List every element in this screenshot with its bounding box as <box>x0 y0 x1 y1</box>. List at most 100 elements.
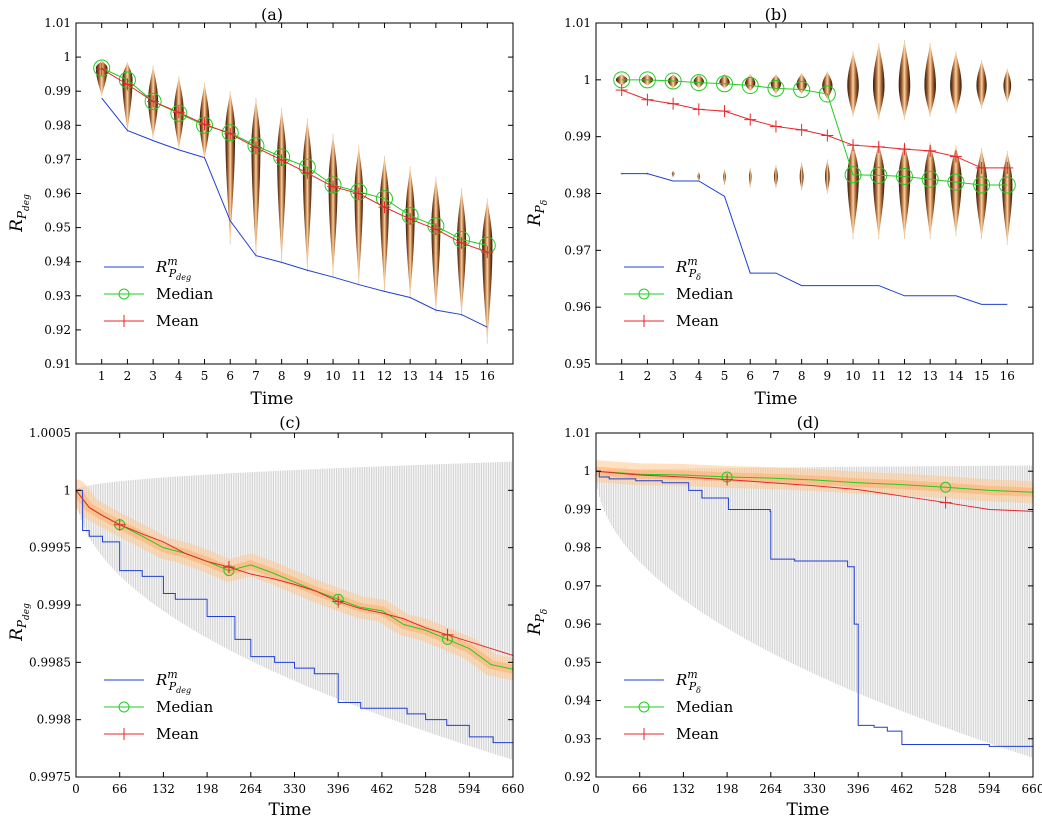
y-tick-label: 0.95 <box>564 655 591 669</box>
legend-label-mean: Mean <box>676 312 719 330</box>
series-median-point <box>144 92 162 110</box>
series-median-line <box>101 67 488 246</box>
series-mean-line <box>621 89 1008 169</box>
y-tick-label: 1 <box>583 73 591 87</box>
violin <box>302 118 312 272</box>
plot-area <box>76 461 513 760</box>
x-tick-label: 11 <box>871 369 886 383</box>
violin-low <box>697 171 701 181</box>
x-tick-label: 396 <box>327 782 350 796</box>
series-mean-line <box>76 490 513 656</box>
x-tick-label: 7 <box>772 369 780 383</box>
series-median-point <box>921 170 939 188</box>
violin <box>277 108 287 264</box>
series-median-point <box>767 79 785 97</box>
x-tick-label: 528 <box>414 782 437 796</box>
panel-c-plot: 0.9975 0.998 0.9985 0.999 0.9995 1 1.0005 0 66 13… <box>29 426 524 796</box>
series-mean-line <box>596 470 1033 512</box>
y-tick-label: 0.96 <box>44 187 71 201</box>
panel-b-xlabel: Time <box>755 389 798 409</box>
plot-area <box>596 460 1033 758</box>
x-tick-label: 1 <box>98 369 106 383</box>
panel-c-label: (c) <box>279 413 300 432</box>
x-tick-label: 8 <box>798 369 806 383</box>
x-tick-label: 66 <box>112 782 127 796</box>
x-tick-label: 13 <box>403 369 418 383</box>
panel-a-xlabel: Time <box>251 389 294 409</box>
y-tick-label: 0.95 <box>564 357 591 371</box>
x-tick-label: 0 <box>592 782 600 796</box>
violin <box>693 74 704 89</box>
legend-label-mean: Mean <box>156 312 199 330</box>
violin <box>770 74 782 95</box>
series-rm-line <box>596 470 1033 749</box>
violin-low <box>723 169 726 185</box>
x-tick-label: 1 <box>618 369 626 383</box>
x-tick-label: 9 <box>824 369 832 383</box>
violin-low <box>924 142 936 239</box>
range-band <box>77 461 513 760</box>
x-tick-label: 6 <box>226 369 234 383</box>
legend-label-rm: Rm Pdeg <box>155 668 191 695</box>
x-tick-label: 132 <box>672 782 695 796</box>
panel-a-legend: Rm Pdeg Median Mean <box>104 255 214 330</box>
y-tick-label: 0.93 <box>44 289 71 303</box>
violin-low <box>671 170 675 178</box>
legend-label-median: Median <box>676 285 734 303</box>
x-tick-label: 5 <box>721 369 729 383</box>
panel-d-xlabel: Time <box>787 800 830 820</box>
x-tick-label: 660 <box>1022 782 1042 796</box>
plot-area <box>93 59 496 344</box>
x-tick-label: 462 <box>890 782 913 796</box>
violin <box>822 71 833 100</box>
x-tick-label: 264 <box>759 782 782 796</box>
violin <box>976 59 987 109</box>
violin <box>225 91 236 245</box>
plot-frame <box>75 22 514 365</box>
violin <box>1003 68 1012 103</box>
violin-low <box>799 162 804 191</box>
series-median-point <box>818 85 836 103</box>
panel-b-label: (b) <box>765 5 788 24</box>
violin <box>847 51 859 117</box>
legend-label-rm: Rm Pδ <box>675 668 701 695</box>
y-tick-label: 0.94 <box>44 255 71 269</box>
violin <box>354 145 364 286</box>
violin <box>796 73 807 95</box>
x-tick-label: 462 <box>370 782 393 796</box>
x-tick-label: 660 <box>502 782 525 796</box>
x-tick-label: 528 <box>934 782 957 796</box>
panel-a: (a) Time RPdeg 0.910.920.930.940.950.960… <box>7 5 514 409</box>
y-tick-label: 0.92 <box>44 323 71 337</box>
violin <box>872 42 885 120</box>
violin <box>457 188 467 317</box>
series-median-point <box>793 80 811 98</box>
violin-low <box>748 167 752 188</box>
x-tick-label: 10 <box>325 369 340 383</box>
y-tick-label: 1.01 <box>564 426 591 440</box>
x-tick-label: 15 <box>974 369 989 383</box>
x-tick-label: 14 <box>948 369 964 383</box>
x-tick-label: 6 <box>746 369 754 383</box>
violin <box>122 62 133 133</box>
violin <box>482 198 493 344</box>
x-tick-label: 264 <box>239 782 262 796</box>
x-tick-label: 0 <box>72 782 80 796</box>
y-tick-label: 0.94 <box>564 694 591 708</box>
y-tick-label: 0.99 <box>564 130 591 144</box>
series-median-point <box>947 173 965 191</box>
y-tick-label: 0.97 <box>564 243 591 257</box>
violin-low <box>1002 150 1013 245</box>
x-tick-label: 2 <box>124 369 132 383</box>
x-tick-label: 10 <box>845 369 860 383</box>
legend-label-rm: Rm Pδ <box>675 255 701 282</box>
x-tick-label: 198 <box>196 782 219 796</box>
y-tick-label: 0.9995 <box>29 541 71 555</box>
x-tick-label: 594 <box>978 782 1001 796</box>
violin-low <box>847 142 859 239</box>
y-tick-label: 1.01 <box>44 16 71 30</box>
violin-low <box>898 142 911 239</box>
panel-a-ylabel: RPdeg <box>7 194 32 233</box>
